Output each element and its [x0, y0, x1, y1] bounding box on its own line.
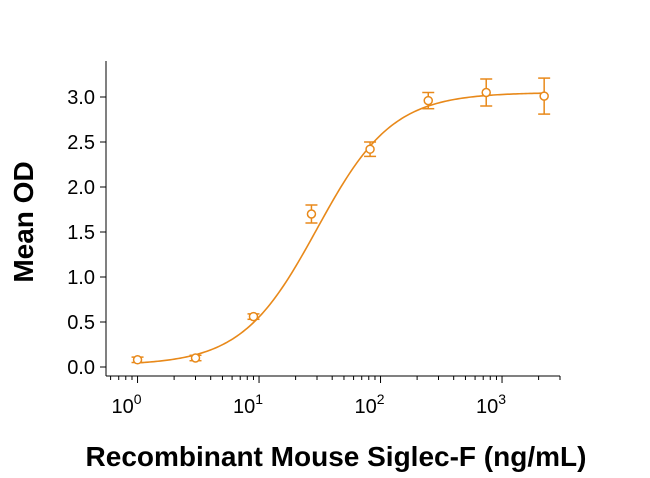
y-tick-label: 3.0 [67, 87, 95, 109]
x-tick-base: 10 [112, 396, 134, 418]
data-points-layer [131, 77, 551, 365]
y-tick-label: 2.5 [67, 132, 95, 154]
y-tick-label: 1.0 [67, 267, 95, 289]
fit-curve [137, 92, 545, 364]
data-point [423, 95, 433, 106]
x-tick-base: 10 [355, 396, 377, 418]
y-axis-title: Mean OD [8, 161, 39, 282]
x-tick-exponent: 0 [134, 391, 142, 407]
x-tick-exponent: 2 [377, 391, 385, 407]
x-tick-label: 101 [233, 391, 263, 418]
fit-curve-layer [137, 92, 545, 364]
y-tick-label: 1.5 [67, 222, 95, 244]
data-point [365, 144, 375, 154]
data-point [481, 87, 491, 98]
data-point [539, 91, 549, 101]
x-tick-exponent: 1 [255, 391, 263, 407]
data-point [132, 355, 143, 365]
y-tick-label: 0.5 [67, 312, 95, 334]
x-axis-title: Recombinant Mouse Siglec-F (ng/mL) [86, 441, 587, 472]
data-point [190, 353, 201, 363]
data-point [248, 311, 259, 322]
x-tick-exponent: 3 [498, 391, 506, 407]
x-tick-label: 102 [355, 391, 385, 418]
x-tick-base: 10 [233, 396, 255, 418]
x-tick-label: 103 [476, 391, 506, 418]
y-tick-label: 0.0 [67, 357, 95, 379]
x-tick-base: 10 [476, 396, 498, 418]
data-point [306, 209, 317, 219]
y-tick-label: 2.0 [67, 177, 95, 199]
x-tick-label: 100 [112, 391, 142, 418]
